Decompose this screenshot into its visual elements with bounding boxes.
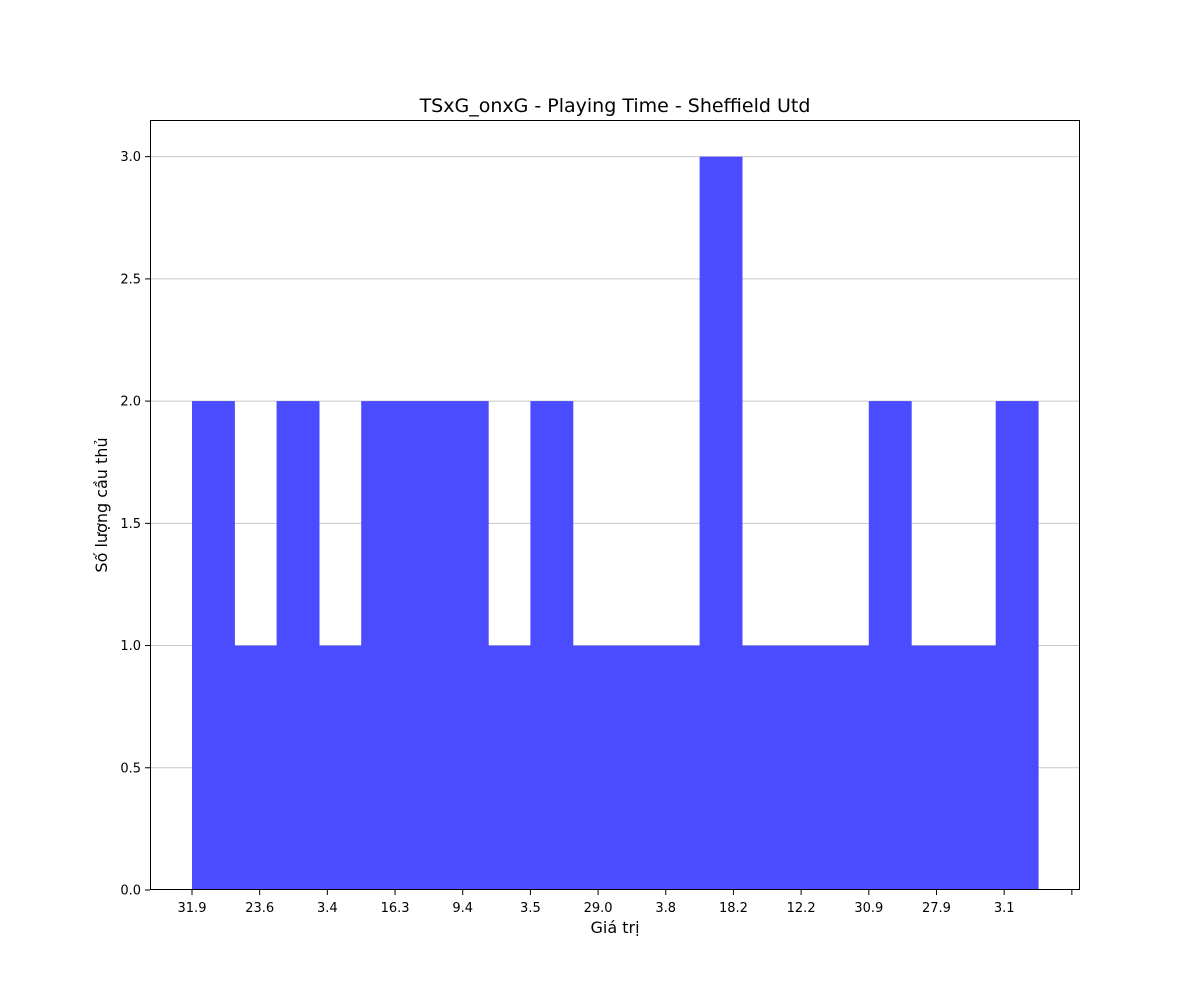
histogram-bar — [699, 156, 743, 890]
histogram-bar — [784, 645, 828, 890]
y-tick-label: 1.0 — [120, 639, 141, 654]
histogram-bar — [361, 401, 405, 890]
x-tick-label: 30.9 — [854, 901, 883, 916]
x-tick-label: 18.2 — [719, 901, 748, 916]
histogram-bar — [276, 401, 320, 890]
y-tick-label: 3.0 — [120, 150, 141, 165]
histogram-bar — [318, 645, 362, 890]
histogram-bars — [192, 156, 1039, 890]
histogram-bar — [530, 401, 574, 890]
histogram-bar — [826, 645, 870, 890]
y-axis-ticks: 0.0 0.5 1.0 1.5 2.0 2.5 3.0 — [120, 150, 150, 899]
chart-title: TSxG_onxG - Playing Time - Sheffield Utd — [419, 95, 811, 117]
x-axis-ticks: 31.9 23.6 3.4 16.3 9.4 3.5 29.0 3.8 18.2 12.2 30.9… — [178, 890, 1073, 916]
histogram-bar — [868, 401, 912, 890]
y-axis-label: Số lượng cầu thủ — [92, 437, 111, 572]
x-tick-label: 27.9 — [922, 901, 951, 916]
histogram-bar — [953, 645, 997, 890]
y-tick-label: 1.5 — [120, 517, 141, 532]
histogram-bar — [911, 645, 954, 890]
histogram-bar — [403, 401, 447, 890]
x-tick-label: 9.4 — [452, 901, 473, 916]
y-tick-label: 0.5 — [120, 761, 141, 776]
x-tick-label: 31.9 — [178, 901, 207, 916]
y-tick-label: 0.0 — [120, 884, 141, 899]
histogram-bar — [995, 401, 1039, 890]
y-tick-label: 2.0 — [120, 395, 141, 410]
plot-frame — [150, 120, 1080, 890]
histogram-bar — [192, 401, 235, 890]
x-tick-label: 3.1 — [994, 901, 1015, 916]
x-tick-label: 23.6 — [245, 901, 274, 916]
x-tick-label: 29.0 — [584, 901, 613, 916]
y-tick-label: 2.5 — [120, 272, 141, 287]
x-tick-label: 16.3 — [381, 901, 410, 916]
histogram-bar — [572, 645, 616, 890]
x-tick-label: 3.8 — [655, 901, 676, 916]
histogram-bar — [488, 645, 531, 890]
histogram-bar — [615, 645, 658, 890]
histogram-bar — [445, 401, 489, 890]
x-axis-label: Giá trị — [590, 918, 639, 937]
x-tick-label: 3.4 — [317, 901, 338, 916]
x-tick-label: 12.2 — [787, 901, 816, 916]
x-tick-label: 3.5 — [520, 901, 541, 916]
histogram-bar — [741, 645, 785, 890]
histogram-bar — [234, 645, 278, 890]
histogram-bar — [657, 645, 701, 890]
